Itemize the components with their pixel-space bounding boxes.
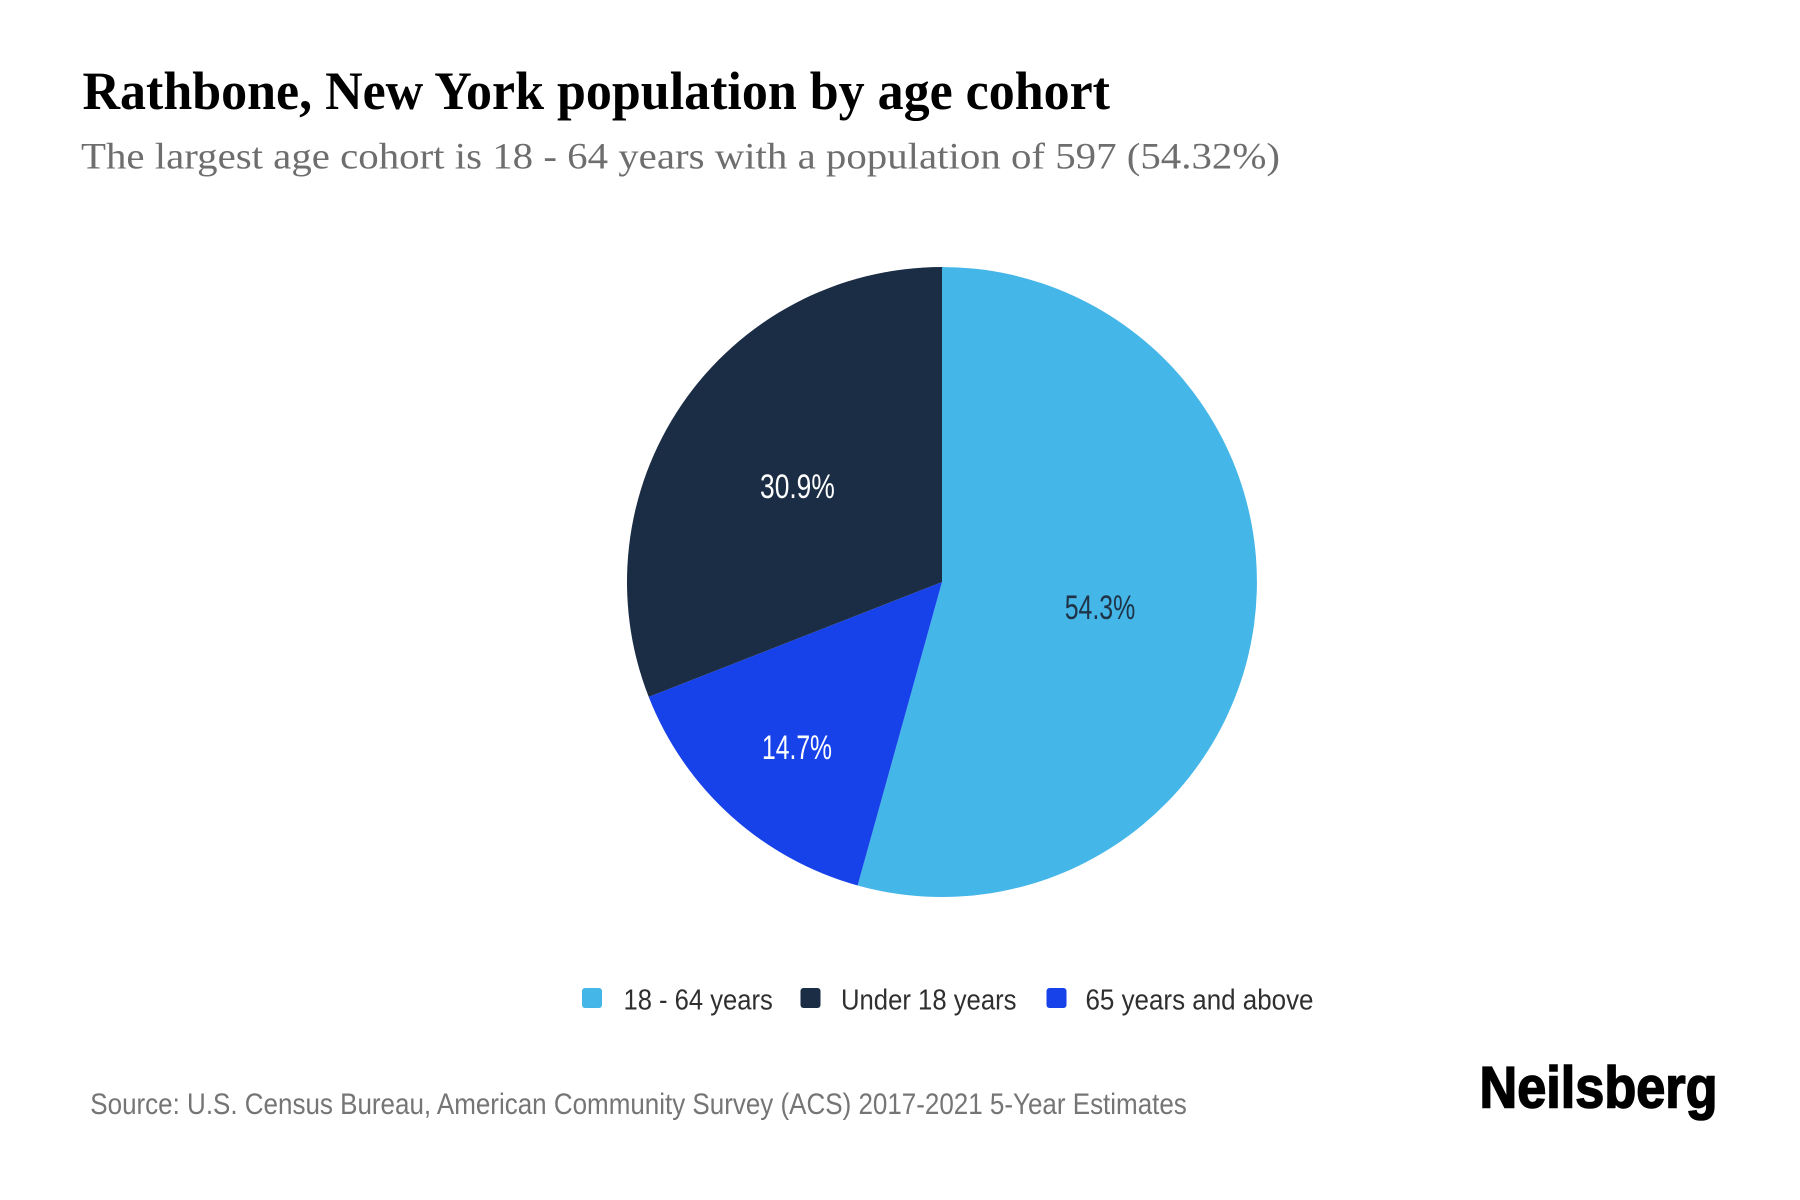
svg-text:18 - 64 years: 18 - 64 years bbox=[624, 985, 773, 1017]
svg-text:14.7%: 14.7% bbox=[762, 729, 832, 767]
svg-text:65 years and above: 65 years and above bbox=[1086, 985, 1314, 1017]
svg-text:30.9%: 30.9% bbox=[760, 468, 835, 506]
svg-text:The largest age cohort is 18 -: The largest age cohort is 18 - 64 years … bbox=[81, 137, 1280, 178]
svg-text:Neilsberg: Neilsberg bbox=[1480, 1056, 1718, 1121]
svg-text:Under 18 years: Under 18 years bbox=[841, 985, 1017, 1017]
svg-text:Source: U.S. Census Bureau, Am: Source: U.S. Census Bureau, American Com… bbox=[90, 1088, 1187, 1121]
svg-text:54.3%: 54.3% bbox=[1065, 589, 1136, 627]
svg-text:Rathbone, New York population: Rathbone, New York population by age coh… bbox=[83, 61, 1111, 121]
